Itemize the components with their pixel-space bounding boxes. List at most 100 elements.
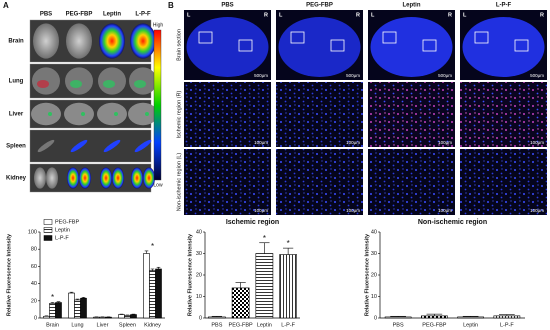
roi-box <box>238 39 253 52</box>
column-label: L-P-F <box>496 3 512 9</box>
y-tick-label: 20 <box>371 272 377 278</box>
y-tick-label: 20 <box>196 272 202 278</box>
significance-mark: * <box>263 234 266 243</box>
signal <box>134 80 146 88</box>
row-label: Liver <box>9 112 24 118</box>
signal <box>37 80 49 88</box>
organ <box>70 139 88 153</box>
column-label: Leptin <box>403 3 421 9</box>
bar <box>130 314 137 319</box>
y-tick-label: 0 <box>34 315 37 321</box>
y-axis-label: Relative Fluorescence Intensity <box>6 233 12 316</box>
column-label: PBS <box>221 3 233 9</box>
roi-box <box>422 39 437 52</box>
row-label: Ischemic region (R) <box>176 90 182 138</box>
scale-bar-label: 500μm <box>438 73 452 78</box>
signal <box>81 112 85 116</box>
organ <box>143 167 155 189</box>
bar <box>55 302 62 319</box>
y-axis-label: Relative Fluorescence Intensity <box>187 233 193 316</box>
roi-box <box>382 31 397 44</box>
bar <box>421 315 448 319</box>
organ <box>46 167 58 189</box>
bar <box>231 287 250 319</box>
colorbar-low: Low <box>153 182 163 188</box>
significance-mark: * <box>151 242 154 251</box>
organ <box>37 139 55 153</box>
signal <box>70 80 82 88</box>
x-tick-label: PBS <box>393 322 404 328</box>
bar <box>49 303 56 319</box>
x-tick-label: Liver <box>97 322 109 328</box>
x-tick-label: Lung <box>71 322 83 328</box>
row-label: Non-ischemic region (L) <box>176 153 182 212</box>
y-tick-label: 40 <box>371 229 377 235</box>
y-tick-label: 40 <box>31 281 37 287</box>
scale-bar-label: 100μm <box>530 140 544 145</box>
scale-bar-label: 100μm <box>438 140 452 145</box>
micrograph <box>460 82 547 147</box>
y-tick-label: 30 <box>196 251 202 257</box>
scale-bar-label: 100μm <box>254 140 268 145</box>
scale-bar-label: 100μm <box>346 140 360 145</box>
signal <box>145 112 149 116</box>
y-tick-label: 60 <box>31 264 37 270</box>
signal <box>103 80 115 88</box>
bar <box>255 253 274 319</box>
hemisphere-label: R <box>356 12 360 18</box>
micrograph <box>368 149 455 215</box>
signal <box>114 112 118 116</box>
x-tick-label: Leptin <box>463 322 478 328</box>
roi-box <box>330 39 345 52</box>
organ <box>97 102 127 126</box>
y-tick-label: 0 <box>374 315 377 321</box>
bar <box>149 270 156 319</box>
hemisphere-label: R <box>540 12 544 18</box>
x-tick-label: Brain <box>46 322 59 328</box>
hemisphere-label: L <box>463 12 467 18</box>
brain-section <box>370 17 453 77</box>
organ <box>128 102 158 126</box>
organ <box>64 102 94 126</box>
micrograph <box>276 149 363 215</box>
column-label: PEG-FBP <box>66 12 93 18</box>
colorbar-high: High <box>153 22 164 28</box>
organ <box>131 167 143 189</box>
bar <box>118 314 125 319</box>
legend-label: PEG-FBP <box>55 219 79 225</box>
column-label: L-P-F <box>135 12 151 18</box>
organ <box>103 139 121 153</box>
x-tick-label: PEG-FBP <box>422 322 446 328</box>
organ <box>34 167 46 189</box>
colorbar <box>153 29 162 181</box>
scale-bar-label: 100μm <box>438 208 452 213</box>
bar <box>43 315 50 319</box>
brain-section <box>462 17 545 77</box>
hemisphere-label: R <box>264 12 268 18</box>
bar <box>143 253 150 319</box>
row-label: Brain <box>8 39 24 45</box>
y-tick-label: 30 <box>371 251 377 257</box>
organ <box>100 167 112 189</box>
roi-box <box>198 31 213 44</box>
row-label: Spleen <box>6 144 26 150</box>
y-axis-label: Relative Fluorescence Intensity <box>364 233 370 316</box>
bar <box>99 316 106 319</box>
legend-swatch <box>43 219 53 225</box>
x-tick-label: L-P-F <box>281 322 295 328</box>
organ <box>99 23 125 59</box>
scale-bar-label: 100μm <box>346 208 360 213</box>
bar <box>155 268 162 319</box>
bar <box>74 299 81 319</box>
panel-label: B <box>168 1 174 10</box>
row-label: Lung <box>9 79 24 85</box>
micrograph <box>368 82 455 147</box>
legend-swatch <box>43 235 53 241</box>
bar <box>68 292 75 319</box>
y-tick-label: 40 <box>196 229 202 235</box>
panel-label: A <box>3 1 9 10</box>
chart-title: Non-ischemic region <box>418 219 487 226</box>
bar <box>457 316 484 319</box>
brain-section <box>278 17 361 77</box>
